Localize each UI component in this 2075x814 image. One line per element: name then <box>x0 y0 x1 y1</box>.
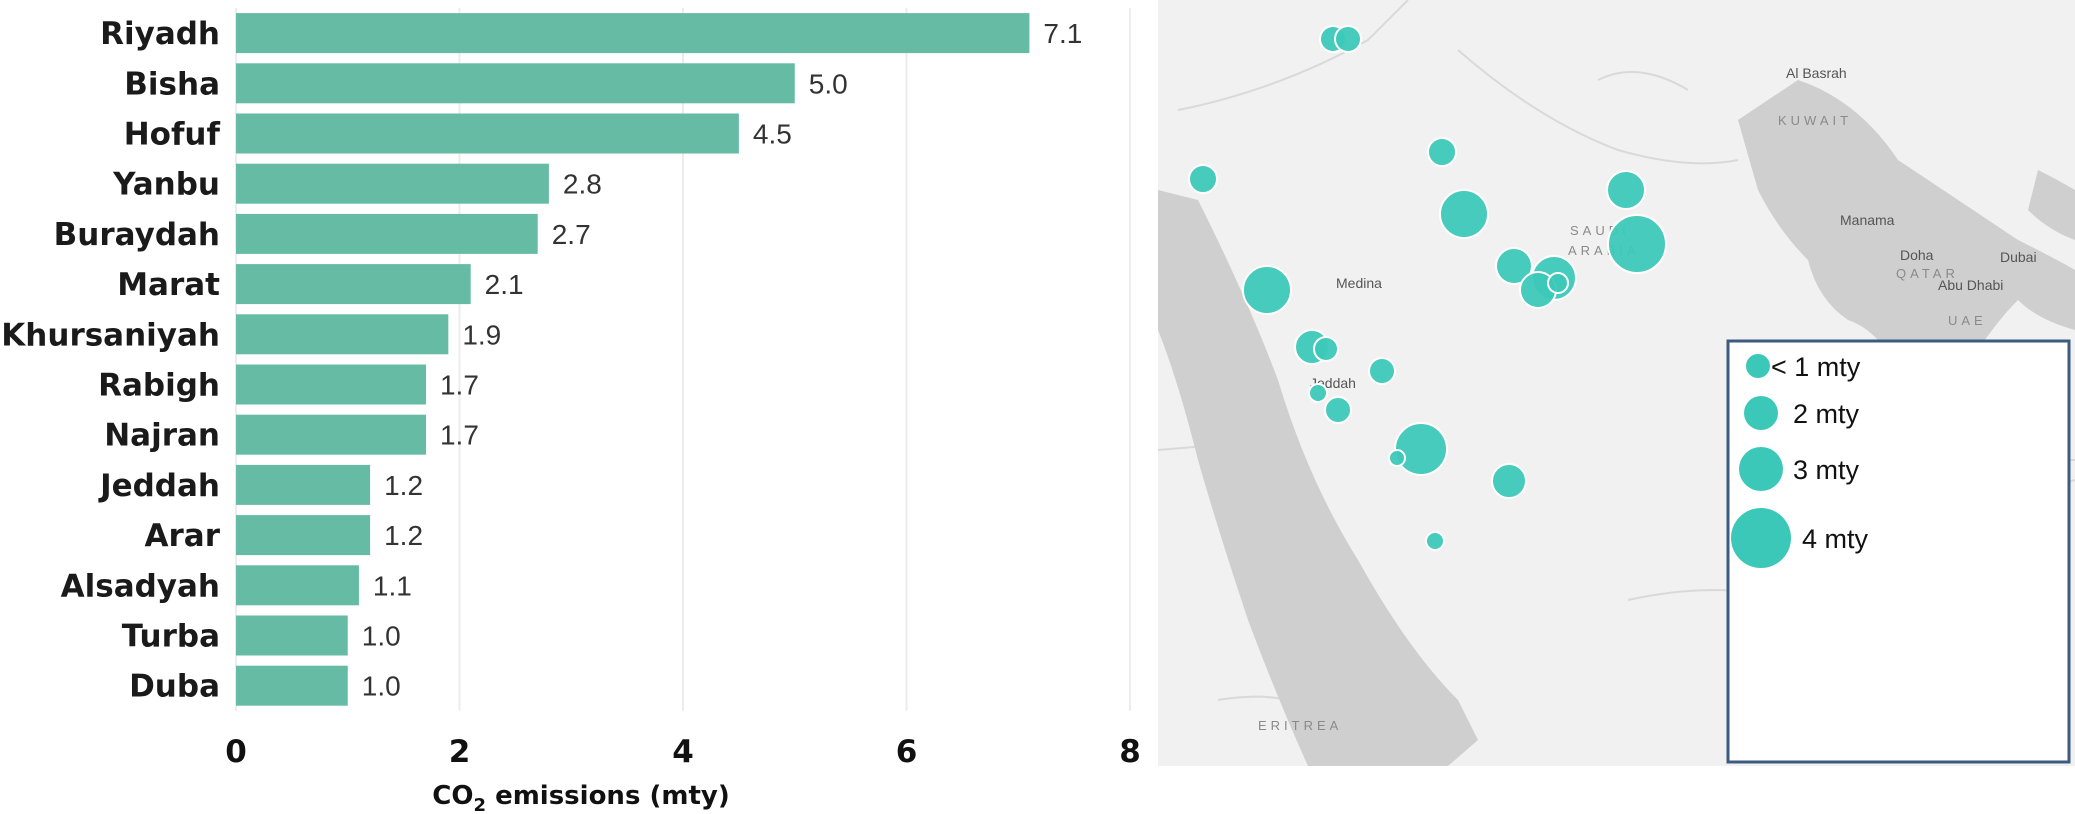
emission-bubble <box>1425 531 1445 551</box>
value-label: 1.2 <box>384 520 423 551</box>
value-label: 2.8 <box>563 169 602 200</box>
value-label: 7.1 <box>1043 18 1082 49</box>
chart-gridlines <box>235 8 1131 711</box>
bar <box>236 314 449 355</box>
emission-bubble <box>1547 272 1569 294</box>
map-bubbles <box>1188 25 1667 551</box>
value-label: 1.0 <box>362 671 401 702</box>
category-label: Duba <box>129 669 220 705</box>
x-tick-label: 6 <box>896 734 918 770</box>
chart-bars <box>236 13 1030 706</box>
chart-labels: Riyadh 7.1 Bisha 5.0 Hofuf 4.5 Yanbu 2.8 Burayda… <box>1 16 1082 705</box>
emission-bubble <box>1394 422 1448 476</box>
category-label: Rabigh <box>98 368 220 404</box>
emission-bubble <box>1313 336 1339 362</box>
legend-bubble-2 <box>1744 396 1778 430</box>
value-label: 4.5 <box>753 119 792 150</box>
legend-bubble-4 <box>1731 508 1791 568</box>
emission-bubble <box>1368 357 1396 385</box>
category-label: Jeddah <box>98 468 220 504</box>
persian-gulf <box>1738 80 2075 373</box>
emission-bubble <box>1324 396 1352 424</box>
emission-bubble <box>1242 265 1292 315</box>
bar <box>236 364 426 405</box>
map-label-kuwait: KUWAIT <box>1778 113 1852 128</box>
value-label: 1.7 <box>440 370 479 401</box>
category-label: Arar <box>145 518 221 554</box>
x-axis-title: CO2 emissions (mty) <box>432 781 729 814</box>
category-label: Turba <box>122 619 220 655</box>
map-label-eritrea: ERITREA <box>1258 718 1342 733</box>
category-label: Khursaniyah <box>1 317 220 353</box>
emission-bubble <box>1388 449 1406 467</box>
map-label-uae: UAE <box>1948 313 1987 328</box>
legend-label-2: 2 mty <box>1793 399 1860 429</box>
legend-label-1: < 1 mty <box>1771 352 1861 382</box>
map-label-abu-dhabi: Abu Dhabi <box>1938 277 2003 293</box>
x-axis-ticks: 0 2 4 6 8 <box>225 734 1141 770</box>
value-label: 1.7 <box>440 420 479 451</box>
x-tick-label: 2 <box>449 734 471 770</box>
legend-bubble-3 <box>1739 447 1783 491</box>
map-label-manama: Manama <box>1840 212 1895 228</box>
x-tick-label: 0 <box>225 734 247 770</box>
bar <box>236 464 371 505</box>
value-label: 2.1 <box>485 269 524 300</box>
bar-chart: Riyadh 7.1 Bisha 5.0 Hofuf 4.5 Yanbu 2.8 Burayda… <box>1 8 1141 814</box>
map-label-al-basrah: Al Basrah <box>1786 65 1847 81</box>
emission-bubble <box>1495 247 1533 285</box>
map-legend: < 1 mty 2 mty 3 mty 4 mty <box>1726 339 2071 764</box>
value-label: 1.1 <box>373 570 412 601</box>
category-label: Yanbu <box>112 167 220 203</box>
bar <box>236 213 538 254</box>
emissions-map: Al Basrah KUWAIT SAUDI ARABIA Manama Doh… <box>1158 0 2075 766</box>
emission-bubble <box>1491 463 1527 499</box>
bar <box>236 665 348 706</box>
category-label: Hofuf <box>124 117 221 153</box>
bar <box>236 565 359 606</box>
x-tick-label: 8 <box>1119 734 1141 770</box>
map-label-medina: Medina <box>1336 275 1382 291</box>
emission-bubble <box>1188 164 1218 194</box>
legend-bubble-1 <box>1746 354 1770 378</box>
category-label: Alsadyah <box>61 568 220 604</box>
value-label: 1.2 <box>384 470 423 501</box>
bar <box>236 264 471 305</box>
bar <box>236 515 371 556</box>
value-label: 5.0 <box>809 68 848 99</box>
bar <box>236 414 426 455</box>
legend-label-3: 3 mty <box>1793 455 1860 485</box>
x-axis-title-subscript: 2 <box>473 795 486 814</box>
bar <box>236 13 1030 54</box>
gulf-of-oman <box>2028 170 2075 240</box>
legend-label-4: 4 mty <box>1802 524 1869 554</box>
emission-bubble <box>1607 214 1667 274</box>
emission-bubble <box>1427 137 1457 167</box>
x-tick-label: 4 <box>672 734 694 770</box>
bar <box>236 163 549 204</box>
map-label-dubai: Dubai <box>2000 249 2037 265</box>
emission-bubble <box>1439 189 1489 239</box>
value-label: 1.9 <box>462 319 501 350</box>
bar <box>236 63 795 104</box>
emission-bubble <box>1308 383 1328 403</box>
bar <box>236 615 348 656</box>
bar <box>236 113 739 154</box>
category-label: Buraydah <box>54 217 220 253</box>
value-label: 2.7 <box>552 219 591 250</box>
red-sea <box>1158 190 1478 766</box>
category-label: Riyadh <box>100 16 220 52</box>
category-label: Najran <box>104 418 220 454</box>
category-label: Bisha <box>124 66 220 102</box>
category-label: Marat <box>117 267 220 303</box>
value-label: 1.0 <box>362 621 401 652</box>
emission-bubble <box>1334 25 1362 53</box>
map-label-qatar: QATAR <box>1896 266 1959 281</box>
emission-bubble <box>1606 170 1646 210</box>
map-place-labels: Al Basrah KUWAIT SAUDI ARABIA Manama Doh… <box>1258 65 2037 733</box>
map-label-doha: Doha <box>1900 247 1934 263</box>
